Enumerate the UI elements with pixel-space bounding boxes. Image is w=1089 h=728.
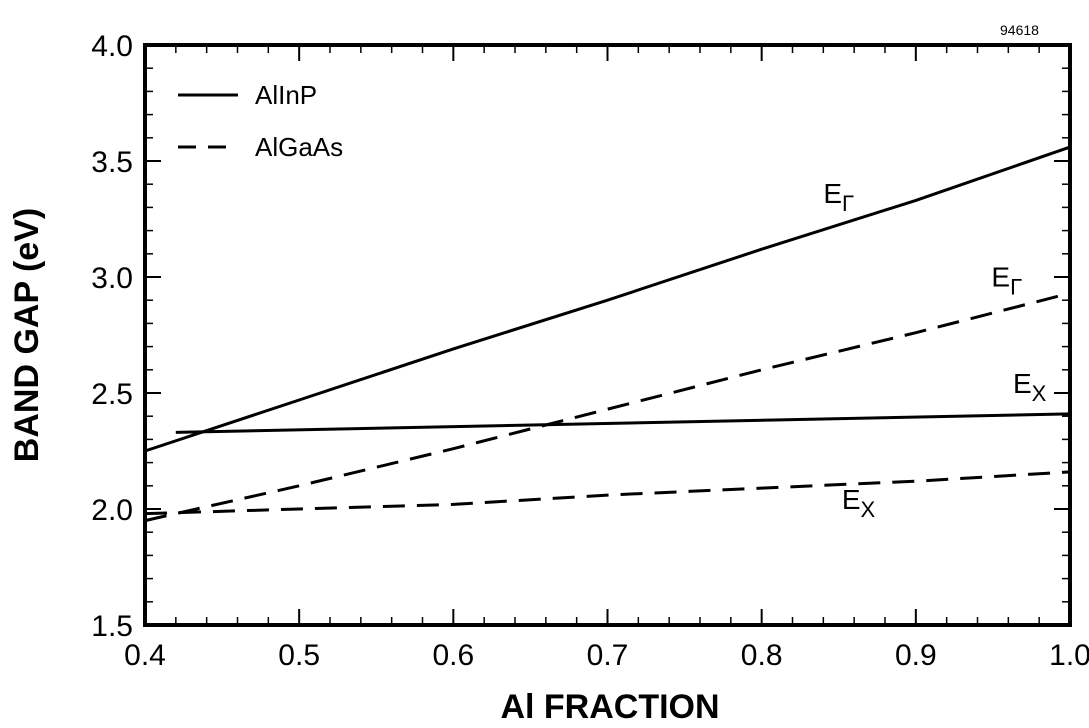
y-tick-label: 3.0: [91, 262, 133, 295]
series-annotation: EΓ: [991, 261, 1022, 299]
y-tick-label: 2.0: [91, 494, 133, 527]
y-tick-label: 1.5: [91, 610, 133, 643]
x-tick-label: 0.7: [587, 639, 629, 672]
x-tick-label: 0.5: [278, 639, 320, 672]
y-tick-label: 4.0: [91, 30, 133, 63]
series-annotation: EX: [842, 484, 876, 522]
x-tick-label: 1.0: [1049, 639, 1089, 672]
x-tick-label: 0.6: [432, 639, 474, 672]
series-annotation: EΓ: [823, 178, 854, 216]
x-axis-title: Al FRACTION: [500, 688, 719, 726]
series-line-solid: [144, 145, 1071, 453]
plot-frame: [143, 43, 1072, 627]
x-tick-label: 0.4: [124, 639, 166, 672]
y-axis-title: BAND GAP (eV): [8, 208, 46, 462]
legend-label: AlGaAs: [255, 132, 343, 162]
annotation-subscript: X: [1032, 381, 1047, 406]
y-tick-label: 3.5: [91, 146, 133, 179]
annotation-subscript: Γ: [842, 191, 854, 216]
tick-labels: 0.4 0.5 0.6 0.7 0.8 0.9 1.0 1.5 2.0 2.5 3.0 3.5 4.0: [91, 30, 1089, 672]
figure-id: 94618: [1000, 22, 1039, 38]
x-tick-label: 0.9: [895, 639, 937, 672]
annotation-main: E: [823, 178, 842, 209]
x-tick-label: 0.8: [741, 639, 783, 672]
annotation-subscript: Γ: [1010, 274, 1022, 299]
series-annotation: EX: [1013, 368, 1047, 406]
series-line-dashed: [144, 291, 1071, 523]
legend-label: AlInP: [255, 80, 317, 110]
series-line-solid: [175, 412, 1071, 434]
series-line-dashed: [144, 470, 1071, 516]
annotation-main: E: [1013, 368, 1032, 399]
annotation-subscript: X: [861, 497, 876, 522]
legend: AlInP AlGaAs: [178, 80, 343, 162]
series-layer: [144, 145, 1071, 523]
annotation-main: E: [842, 484, 861, 515]
y-tick-label: 2.5: [91, 378, 133, 411]
annotation-main: E: [991, 261, 1010, 292]
